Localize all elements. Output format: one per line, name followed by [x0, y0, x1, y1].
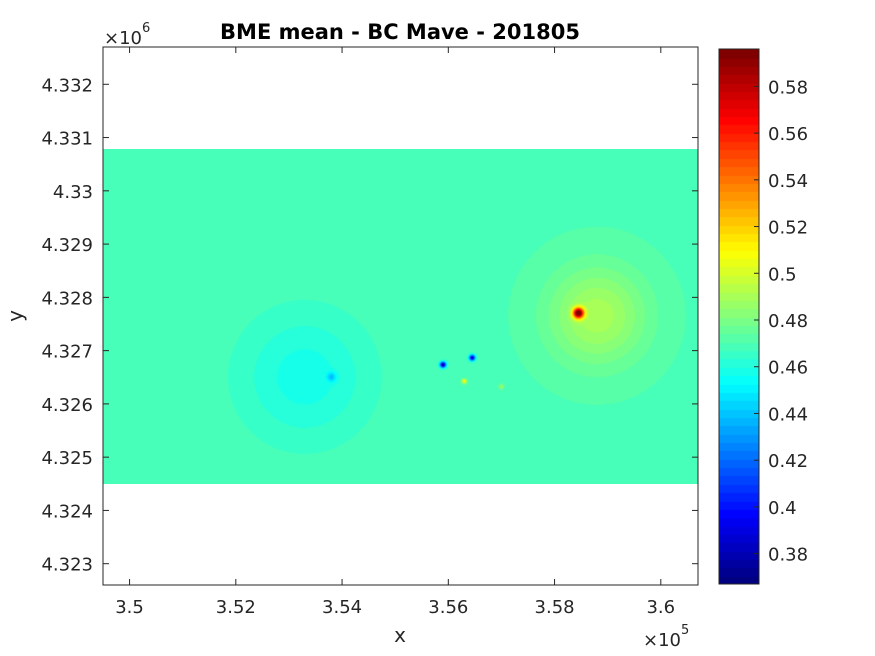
heatmap-layer [103, 149, 698, 485]
x-tick-label: 3.56 [428, 597, 468, 618]
colorbar-tick-label: 0.54 [768, 171, 808, 192]
x-exponent-label: ×10 5 [643, 623, 689, 651]
y-tick-label: 4.329 [41, 235, 93, 256]
heatmap-container [103, 149, 698, 485]
colorbar-tick-label: 0.5 [768, 264, 797, 285]
y-axis-label: y [3, 310, 27, 322]
colorbar-gradient [719, 49, 759, 584]
y-tick-label: 4.328 [41, 288, 93, 309]
chart-title: BME mean - BC Mave - 201805 [220, 20, 580, 44]
y-tick-label: 4.332 [41, 75, 93, 96]
heatmap-image [103, 149, 698, 485]
y-tick-label: 4.326 [41, 395, 93, 416]
colorbar-tick-label: 0.48 [768, 311, 808, 332]
colorbar-tick-label: 0.44 [768, 404, 808, 425]
colorbar-tick-label: 0.56 [768, 124, 808, 145]
y-multiplier-exponent: 6 [142, 21, 150, 36]
x-axis-label: x [394, 623, 406, 647]
x-multiplier-base: ×10 [643, 630, 681, 651]
x-multiplier-exponent: 5 [681, 623, 689, 638]
colorbar: 0.38 0.4 0.42 0.44 0.46 0.48 0.5 0.52 0.54 0.56 0.… [718, 48, 808, 585]
colorbar-tick-label: 0.58 [768, 77, 808, 98]
x-tick-label: 3.6 [646, 597, 675, 618]
colorbar-ticks: 0.38 0.4 0.42 0.44 0.46 0.48 0.5 0.52 0.54 0.56 0.… [754, 77, 808, 566]
colorbar-tick-label: 0.46 [768, 358, 808, 379]
x-tick-label: 3.54 [322, 597, 362, 618]
axes-box [102, 46, 699, 586]
y-multiplier-base: ×10 [104, 28, 142, 49]
y-tick-label: 4.325 [41, 448, 93, 469]
colorbar-container [719, 49, 759, 584]
y-tick-label: 4.331 [41, 129, 93, 150]
colorbar-tick-label: 0.4 [768, 498, 797, 519]
y-tick-label: 4.33 [53, 182, 93, 203]
x-tick-label: 3.5 [115, 597, 144, 618]
x-axis-ticks: 3.5 3.52 3.54 3.56 3.58 3.6 [115, 47, 675, 618]
x-tick-label: 3.52 [216, 597, 256, 618]
colorbar-tick-label: 0.38 [768, 545, 808, 566]
y-tick-label: 4.323 [41, 555, 93, 576]
colorbar-tick-label: 0.52 [768, 218, 808, 239]
colorbar-box [718, 48, 760, 585]
colorbar-tick-label: 0.42 [768, 451, 808, 472]
y-axis-ticks: 4.323 4.324 4.325 4.326 4.327 4.328 4.329 4.33 4… [41, 75, 698, 576]
y-exponent-label: ×10 6 [104, 21, 150, 49]
y-tick-label: 4.327 [41, 342, 93, 363]
y-tick-label: 4.324 [41, 501, 93, 522]
x-tick-label: 3.58 [535, 597, 575, 618]
